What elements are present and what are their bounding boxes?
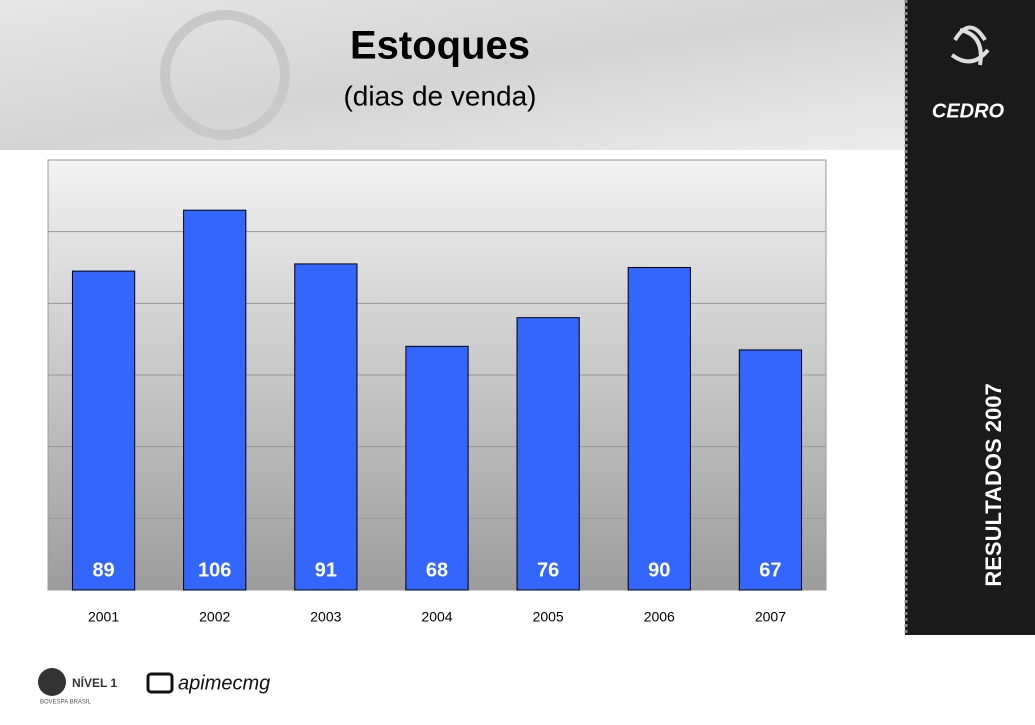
- x-tick-label: 2006: [644, 609, 675, 625]
- bar: [738, 349, 803, 591]
- x-tick-label: 2007: [755, 609, 786, 625]
- footer-level: NÍVEL 1: [72, 675, 117, 690]
- header-texture: [160, 10, 290, 140]
- bar: [71, 270, 136, 591]
- value-label: 106: [198, 559, 231, 581]
- value-label: 91: [315, 559, 337, 581]
- header-background: [0, 0, 905, 150]
- chart-title: Estoques: [350, 24, 530, 68]
- bar: [294, 263, 358, 591]
- bar: [627, 267, 691, 591]
- value-label: 76: [537, 559, 559, 581]
- sidebar-logo-icon: [950, 25, 990, 66]
- x-tick-label: 2003: [310, 609, 341, 625]
- chart: 89 2001 106 2002 91 2003 68 2004 76 2005 90 2006 67 2…: [48, 159, 826, 625]
- bar: [516, 317, 580, 591]
- value-label: 68: [426, 559, 448, 581]
- sidebar: [905, 0, 1035, 635]
- footer-logo: NÍVEL 1 BOVESPA BRASIL apimecmg: [38, 668, 270, 706]
- x-tick-label: 2005: [533, 609, 564, 625]
- x-tick-label: 2004: [421, 609, 452, 625]
- bar: [183, 209, 247, 591]
- bar: [405, 345, 469, 591]
- value-label: 90: [648, 559, 670, 581]
- x-tick-label: 2002: [199, 609, 230, 625]
- sidebar-label: RESULTADOS 2007: [981, 383, 1006, 586]
- value-label: 67: [759, 559, 781, 581]
- footer-exchange: BOVESPA BRASIL: [40, 700, 92, 706]
- x-tick-label: 2001: [88, 609, 119, 625]
- sidebar-logo: CEDRO: [932, 100, 1005, 122]
- value-label: 89: [92, 559, 114, 581]
- footer-partner: apimecmg: [178, 672, 270, 694]
- chart-subtitle: (dias de venda): [343, 80, 536, 111]
